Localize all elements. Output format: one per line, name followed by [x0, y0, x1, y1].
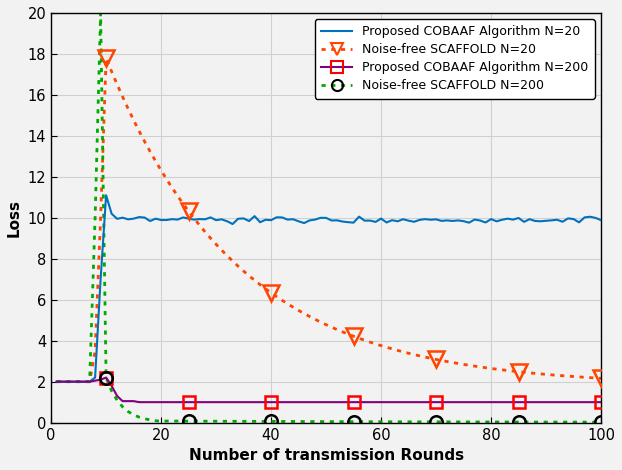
X-axis label: Number of transmission Rounds: Number of transmission Rounds	[188, 448, 463, 463]
Legend: Proposed COBAAF Algorithm N=20, Noise-free SCAFFOLD N=20, Proposed COBAAF Algori: Proposed COBAAF Algorithm N=20, Noise-fr…	[315, 19, 595, 99]
Y-axis label: Loss: Loss	[7, 199, 22, 237]
